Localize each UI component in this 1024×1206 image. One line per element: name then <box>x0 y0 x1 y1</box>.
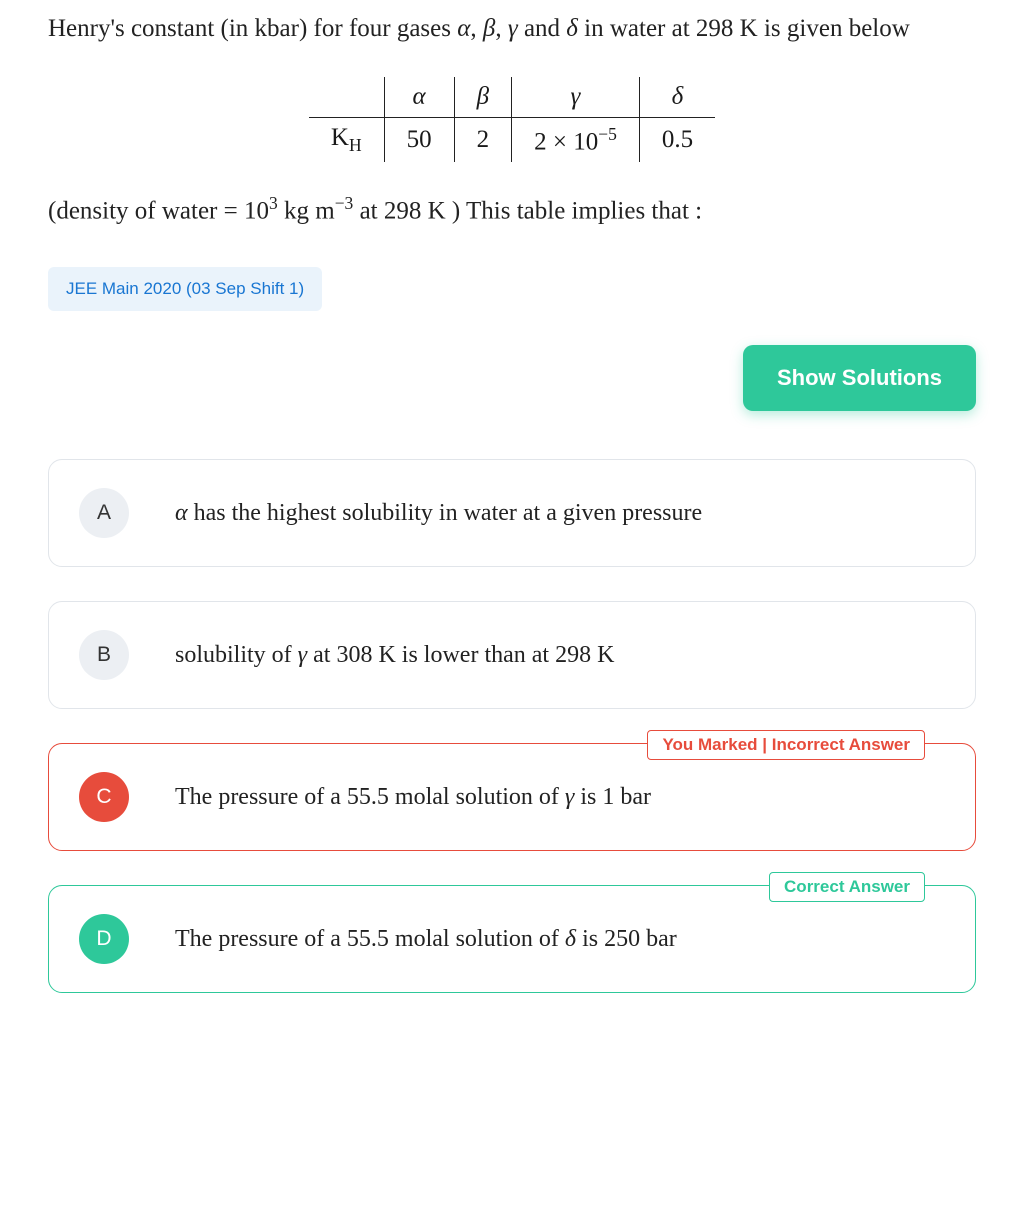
table-cell: 50 <box>384 117 454 162</box>
kh-sub: H <box>349 135 362 155</box>
option-letter-b: B <box>79 630 129 680</box>
opt-b-sym: γ <box>298 642 307 668</box>
option-a-text: α has the highest solubility in water at… <box>175 495 702 531</box>
henry-constant-table: α β γ δ KH 50 2 2 × 10−5 0.5 <box>309 77 715 162</box>
table-value-row: KH 50 2 2 × 10−5 0.5 <box>309 117 715 162</box>
option-d-text: The pressure of a 55.5 molal solution of… <box>175 921 677 957</box>
sep: , <box>495 15 508 42</box>
sep: , <box>470 15 483 42</box>
option-c-card[interactable]: You Marked | Incorrect Answer C The pres… <box>48 743 976 851</box>
opt-c-post: is 1 bar <box>574 784 651 810</box>
opt-a-post: has the highest solubility in water at a… <box>188 500 703 526</box>
sym-alpha: α <box>457 15 470 42</box>
table-header: β <box>454 77 512 118</box>
option-c-text: The pressure of a 55.5 molal solution of… <box>175 779 651 815</box>
sym-gamma: γ <box>508 15 518 42</box>
option-letter-a: A <box>79 488 129 538</box>
exam-tag-chip[interactable]: JEE Main 2020 (03 Sep Shift 1) <box>48 267 322 311</box>
table-cell: 2 × 10−5 <box>512 117 640 162</box>
option-b-text: solubility of γ at 308 K is lower than a… <box>175 637 614 673</box>
hint-exp: 3 <box>269 193 278 213</box>
hint-post: at 298 K ) This table implies that : <box>353 197 702 224</box>
hint-exp2: −3 <box>335 193 354 213</box>
opt-b-post: at 308 K is lower than at 298 K <box>307 642 614 668</box>
opt-c-sym: γ <box>565 784 574 810</box>
opt-d-post: is 250 bar <box>576 926 677 952</box>
table-header: δ <box>639 77 715 118</box>
actions-row: Show Solutions <box>48 345 976 411</box>
show-solutions-button[interactable]: Show Solutions <box>743 345 976 411</box>
table-header: γ <box>512 77 640 118</box>
table-row-label: KH <box>309 117 384 162</box>
q-text: Henry's constant (in kbar) for four gase… <box>48 15 457 42</box>
correct-answer-badge: Correct Answer <box>769 872 925 902</box>
opt-b-pre: solubility of <box>175 642 298 668</box>
table-header: α <box>384 77 454 118</box>
table-cell: 0.5 <box>639 117 715 162</box>
opt-d-pre: The pressure of a 55.5 molal solution of <box>175 926 565 952</box>
table-cell: 2 <box>454 117 512 162</box>
question-hint: (density of water = 103 kg m−3 at 298 K … <box>48 190 976 231</box>
v3-exp: −5 <box>598 124 617 144</box>
option-a-card[interactable]: A α has the highest solubility in water … <box>48 459 976 567</box>
v3-base: 2 × 10 <box>534 128 598 155</box>
option-letter-d: D <box>79 914 129 964</box>
option-letter-c: C <box>79 772 129 822</box>
hint-pre: (density of water = 10 <box>48 197 269 224</box>
question-stem: Henry's constant (in kbar) for four gase… <box>48 10 976 49</box>
option-b-card[interactable]: B solubility of γ at 308 K is lower than… <box>48 601 976 709</box>
opt-c-pre: The pressure of a 55.5 molal solution of <box>175 784 565 810</box>
q-text: in water at 298 K is given below <box>578 15 910 42</box>
opt-d-sym: δ <box>565 926 576 952</box>
incorrect-answer-badge: You Marked | Incorrect Answer <box>647 730 925 760</box>
kh-k: K <box>331 124 349 151</box>
option-d-card[interactable]: Correct Answer D The pressure of a 55.5 … <box>48 885 976 993</box>
hint-mid: kg m <box>278 197 335 224</box>
table-blank-cell <box>309 77 384 118</box>
table-header-row: α β γ δ <box>309 77 715 118</box>
sep: and <box>518 15 567 42</box>
opt-a-sym: α <box>175 500 188 526</box>
sym-beta: β <box>483 15 495 42</box>
sym-delta: δ <box>566 15 578 42</box>
